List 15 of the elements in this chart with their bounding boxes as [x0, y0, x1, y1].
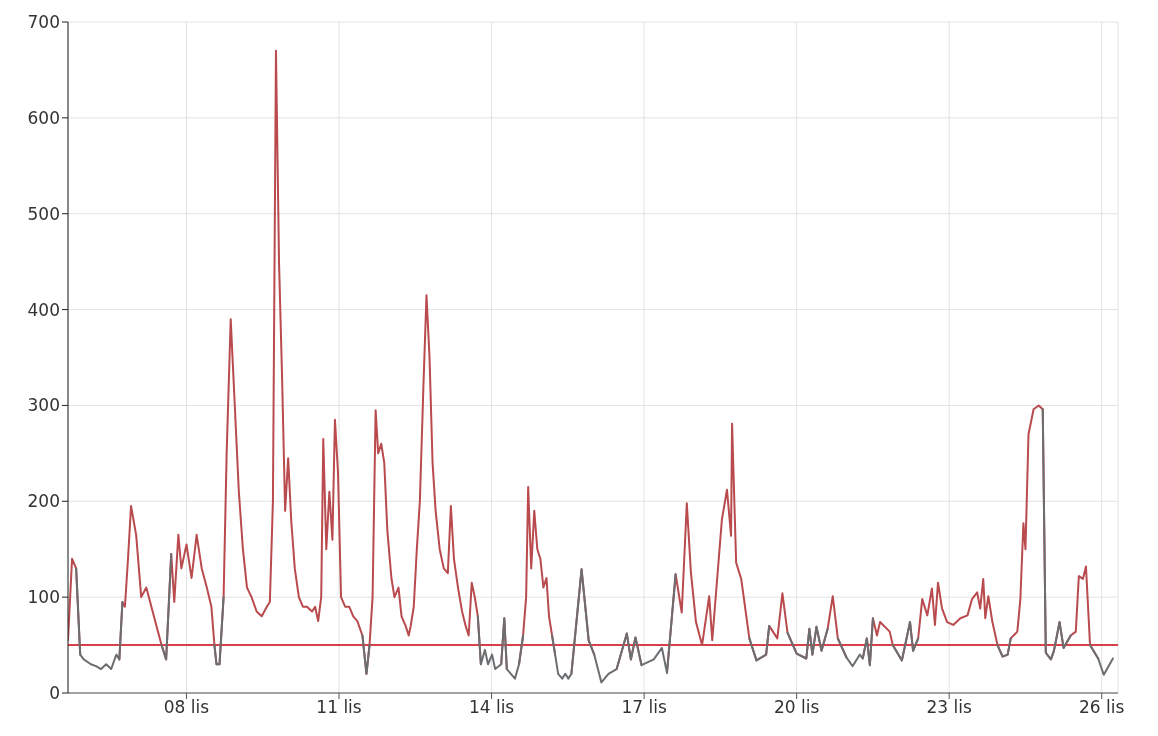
y-tick-label: 500	[27, 203, 60, 224]
y-tick-label: 200	[27, 491, 60, 512]
y-tick-label: 700	[27, 12, 60, 33]
x-tick-label: 17 lis	[621, 697, 667, 718]
x-tick-label: 14 lis	[468, 697, 515, 718]
y-tick-label: 600	[27, 107, 60, 128]
y-tick-label: 0	[49, 683, 60, 704]
x-tick-label: 08 lis	[163, 697, 210, 718]
y-tick-label: 300	[27, 395, 60, 416]
y-tick-label: 100	[27, 587, 60, 608]
x-tick-label: 26 lis	[1079, 697, 1125, 718]
y-tick-label: 400	[27, 299, 60, 320]
x-tick-label: 23 lis	[926, 697, 972, 718]
x-tick-label: 11 lis	[316, 697, 362, 718]
x-tick-label: 20 lis	[773, 697, 820, 718]
